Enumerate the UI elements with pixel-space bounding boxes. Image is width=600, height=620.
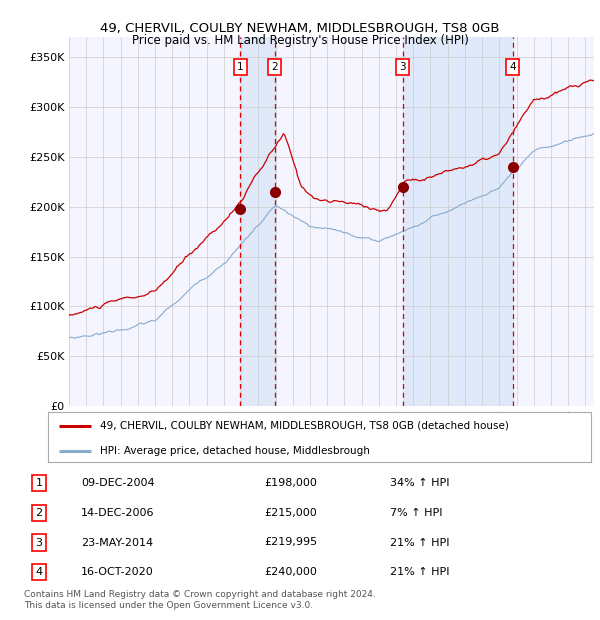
Text: £215,000: £215,000 <box>264 508 317 518</box>
Text: 21% ↑ HPI: 21% ↑ HPI <box>390 567 449 577</box>
Text: £240,000: £240,000 <box>264 567 317 577</box>
Text: HPI: Average price, detached house, Middlesbrough: HPI: Average price, detached house, Midd… <box>100 446 370 456</box>
Text: Price paid vs. HM Land Registry's House Price Index (HPI): Price paid vs. HM Land Registry's House … <box>131 34 469 47</box>
Text: 21% ↑ HPI: 21% ↑ HPI <box>390 538 449 547</box>
Text: 49, CHERVIL, COULBY NEWHAM, MIDDLESBROUGH, TS8 0GB (detached house): 49, CHERVIL, COULBY NEWHAM, MIDDLESBROUG… <box>100 421 508 431</box>
Text: 7% ↑ HPI: 7% ↑ HPI <box>390 508 443 518</box>
Text: 16-OCT-2020: 16-OCT-2020 <box>81 567 154 577</box>
Text: 34% ↑ HPI: 34% ↑ HPI <box>390 478 449 488</box>
Bar <box>240 37 275 406</box>
Text: £219,995: £219,995 <box>264 538 317 547</box>
Bar <box>403 37 513 406</box>
Text: 1: 1 <box>35 478 43 488</box>
Text: £198,000: £198,000 <box>264 478 317 488</box>
Text: 3: 3 <box>35 538 43 547</box>
Text: 2: 2 <box>272 62 278 72</box>
Text: 14-DEC-2006: 14-DEC-2006 <box>81 508 155 518</box>
Text: 49, CHERVIL, COULBY NEWHAM, MIDDLESBROUGH, TS8 0GB: 49, CHERVIL, COULBY NEWHAM, MIDDLESBROUG… <box>100 22 500 35</box>
Text: 1: 1 <box>237 62 244 72</box>
Text: 4: 4 <box>509 62 516 72</box>
Text: 3: 3 <box>400 62 406 72</box>
Text: 23-MAY-2014: 23-MAY-2014 <box>81 538 153 547</box>
Text: Contains HM Land Registry data © Crown copyright and database right 2024.
This d: Contains HM Land Registry data © Crown c… <box>24 590 376 609</box>
Text: 2: 2 <box>35 508 43 518</box>
Text: 09-DEC-2004: 09-DEC-2004 <box>81 478 155 488</box>
Text: 4: 4 <box>35 567 43 577</box>
